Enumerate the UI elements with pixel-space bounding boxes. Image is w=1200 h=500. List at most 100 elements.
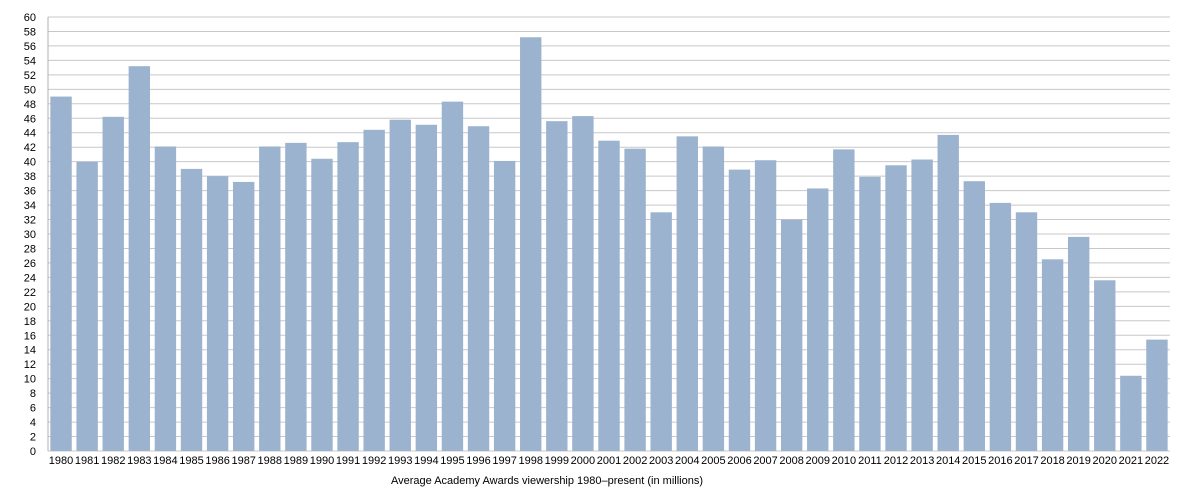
y-tick-label: 16: [24, 330, 36, 342]
bar-2020: [1094, 280, 1116, 451]
bar-1981: [76, 161, 98, 451]
bar-1989: [285, 142, 307, 452]
bar-1999: [546, 121, 568, 451]
bar-1980: [50, 96, 72, 452]
x-tick-label: 2001: [597, 455, 621, 467]
bar-1997: [493, 160, 516, 451]
chart-caption: Average Academy Awards viewership 1980–p…: [391, 475, 703, 487]
x-tick-label: 2006: [727, 455, 751, 467]
x-tick-label: 1987: [231, 455, 255, 467]
bar-1994: [415, 124, 438, 451]
bar-2012: [885, 165, 907, 452]
x-tick-label: 1996: [466, 455, 490, 467]
y-tick-label: 48: [24, 99, 36, 111]
x-tick-label: 2020: [1093, 455, 1117, 467]
y-tick-label: 0: [30, 446, 36, 458]
bar-2018: [1041, 259, 1064, 451]
y-tick-label: 12: [24, 359, 36, 371]
x-tick-label: 2012: [884, 455, 908, 467]
bar-1992: [363, 129, 385, 451]
x-tick-label: 2008: [779, 455, 803, 467]
x-tick-label: 1999: [545, 455, 569, 467]
y-tick-label: 50: [24, 84, 36, 96]
bar-2019: [1067, 236, 1090, 451]
x-tick-label: 1984: [153, 455, 177, 467]
x-tick-label: 2016: [988, 455, 1012, 467]
bar-2022: [1146, 339, 1168, 451]
x-tick-label: 1992: [362, 455, 386, 467]
x-tick-label: 2011: [858, 455, 882, 467]
x-tick-label: 2009: [806, 455, 830, 467]
y-tick-label: 34: [24, 200, 36, 212]
x-tick-label: 1983: [127, 455, 151, 467]
bar-2016: [989, 202, 1012, 451]
y-tick-label: 20: [24, 301, 36, 313]
x-axis-ticks: 1980 1981 1982 1983 1984 1985 1986 1987 1988 1989…: [49, 455, 1169, 467]
y-tick-label: 2: [30, 432, 36, 444]
y-tick-label: 46: [24, 113, 36, 125]
y-tick-label: 6: [30, 403, 36, 415]
bar-1987: [232, 181, 255, 452]
bar-2015: [963, 181, 986, 452]
x-tick-label: 2014: [936, 455, 960, 467]
x-tick-label: 1988: [258, 455, 282, 467]
bar-2002: [624, 148, 646, 451]
bar-1990: [311, 158, 333, 452]
x-tick-label: 2022: [1145, 455, 1169, 467]
bar-2013: [911, 159, 933, 451]
bar-2007: [754, 160, 777, 451]
x-tick-label: 2019: [1066, 455, 1090, 467]
bar-2000: [572, 116, 594, 451]
x-tick-label: 1997: [492, 455, 516, 467]
bar-1985: [180, 168, 203, 451]
y-tick-label: 52: [24, 70, 36, 82]
bar-2005: [702, 146, 725, 451]
y-tick-label: 30: [24, 229, 36, 241]
bar-2009: [807, 188, 829, 451]
bar-1983: [128, 66, 151, 451]
x-tick-label: 1986: [205, 455, 229, 467]
x-tick-label: 1981: [75, 455, 99, 467]
y-axis-ticks: 0246810121416182022242628303234363840424…: [24, 12, 36, 458]
bars: [50, 37, 1168, 452]
y-tick-label: 44: [24, 128, 36, 140]
x-tick-label: 1982: [101, 455, 125, 467]
x-tick-label: 2015: [962, 455, 986, 467]
y-tick-label: 58: [24, 26, 36, 38]
bar-1996: [467, 126, 490, 452]
x-tick-label: 2013: [910, 455, 934, 467]
y-tick-label: 26: [24, 258, 36, 270]
x-tick-label: 1994: [414, 455, 438, 467]
bar-2003: [650, 212, 672, 451]
x-tick-label: 1991: [336, 455, 360, 467]
y-tick-label: 54: [24, 55, 36, 67]
bar-1984: [154, 146, 177, 451]
bar-2006: [728, 169, 751, 451]
x-tick-label: 2005: [701, 455, 725, 467]
y-tick-label: 14: [24, 345, 36, 357]
y-tick-label: 32: [24, 215, 36, 227]
bar-2011: [859, 176, 881, 451]
bar-1993: [389, 119, 411, 452]
y-tick-label: 8: [30, 388, 36, 400]
x-tick-label: 2018: [1040, 455, 1064, 467]
x-tick-label: 1985: [179, 455, 203, 467]
y-tick-label: 42: [24, 142, 36, 154]
x-tick-label: 2007: [753, 455, 777, 467]
bar-1988: [259, 146, 281, 451]
x-tick-label: 2021: [1119, 455, 1143, 467]
bar-1986: [206, 176, 229, 451]
bar-2017: [1015, 212, 1038, 451]
y-tick-label: 36: [24, 186, 36, 198]
x-tick-label: 2017: [1014, 455, 1038, 467]
x-tick-label: 1989: [284, 455, 308, 467]
x-tick-label: 2000: [571, 455, 595, 467]
x-tick-label: 1990: [310, 455, 334, 467]
bar-2004: [676, 136, 698, 451]
bar-1998: [520, 37, 542, 452]
y-tick-label: 40: [24, 157, 36, 169]
x-tick-label: 2003: [649, 455, 673, 467]
y-tick-label: 56: [24, 41, 36, 53]
y-tick-label: 24: [24, 272, 36, 284]
